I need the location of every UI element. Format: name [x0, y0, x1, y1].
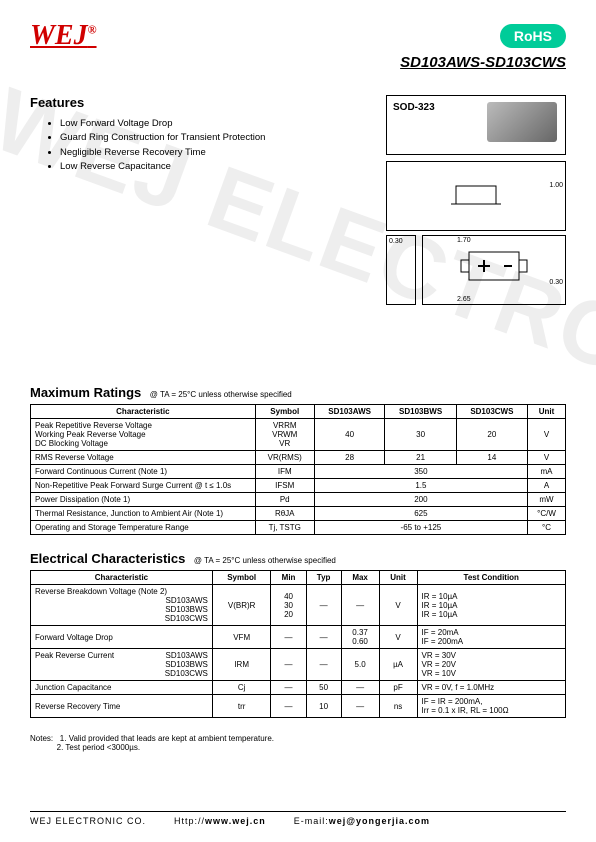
ratings-section: Maximum Ratings @ TA = 25°C unless other… — [30, 385, 566, 535]
package-label: SOD-323 — [393, 102, 435, 113]
package-side-view: 1.00 — [386, 161, 566, 231]
dim-pad: 0.30 — [549, 279, 563, 286]
top-view-icon — [449, 240, 539, 300]
ratings-title: Maximum Ratings — [30, 385, 141, 400]
feature-item: Negligible Reverse Recovery Time — [60, 147, 366, 159]
feature-item: Guard Ring Construction for Transient Pr… — [60, 132, 366, 144]
ratings-cond: @ TA = 25°C unless otherwise specified — [150, 390, 292, 399]
brand-text: WEJ — [30, 20, 88, 51]
footer-url: Http://www.wej.cn — [174, 816, 266, 826]
reg-mark: ® — [88, 23, 97, 37]
header: WEJ® RoHS — [30, 20, 566, 52]
features-list: Low Forward Voltage Drop Guard Ring Const… — [60, 118, 366, 173]
ratings-table: CharacteristicSymbolSD103AWSSD103BWSSD10… — [30, 404, 566, 535]
rohs-badge: RoHS — [500, 24, 566, 48]
package-3d-render — [487, 102, 557, 142]
dim-gap: 0.30 — [389, 238, 403, 245]
part-number: SD103AWS-SD103CWS — [30, 54, 566, 71]
elec-cond: @ TA = 25°C unless otherwise specified — [194, 556, 336, 565]
features-section: Features Low Forward Voltage Drop Guard R… — [30, 95, 366, 305]
notes: Notes: 1. Valid provided that leads are … — [30, 734, 566, 752]
package-figure: SOD-323 1.00 0.30 — [386, 95, 566, 305]
brand-logo: WEJ® — [30, 20, 97, 52]
footer-email: E-mail:wej@yongerjia.com — [294, 816, 430, 826]
dim-h: 1.00 — [549, 182, 563, 189]
dim-l: 2.65 — [457, 296, 471, 303]
dim-w: 1.70 — [457, 237, 471, 244]
package-top-view: 1.70 2.65 0.30 — [422, 235, 566, 305]
features-title: Features — [30, 95, 366, 110]
elec-title: Electrical Characteristics — [30, 551, 185, 566]
side-view-icon — [441, 171, 511, 221]
package-3d-box: SOD-323 — [386, 95, 566, 155]
notes-label: Notes: — [30, 734, 53, 743]
feature-item: Low Reverse Capacitance — [60, 161, 366, 173]
footer-company: WEJ ELECTRONIC CO. — [30, 816, 146, 826]
elec-table: CharacteristicSymbolMinTypMaxUnitTest Co… — [30, 570, 566, 718]
feature-item: Low Forward Voltage Drop — [60, 118, 366, 130]
package-end-view: 0.30 — [386, 235, 416, 305]
elec-section: Electrical Characteristics @ TA = 25°C u… — [30, 551, 566, 718]
footer: WEJ ELECTRONIC CO. Http://www.wej.cn E-m… — [30, 811, 566, 826]
